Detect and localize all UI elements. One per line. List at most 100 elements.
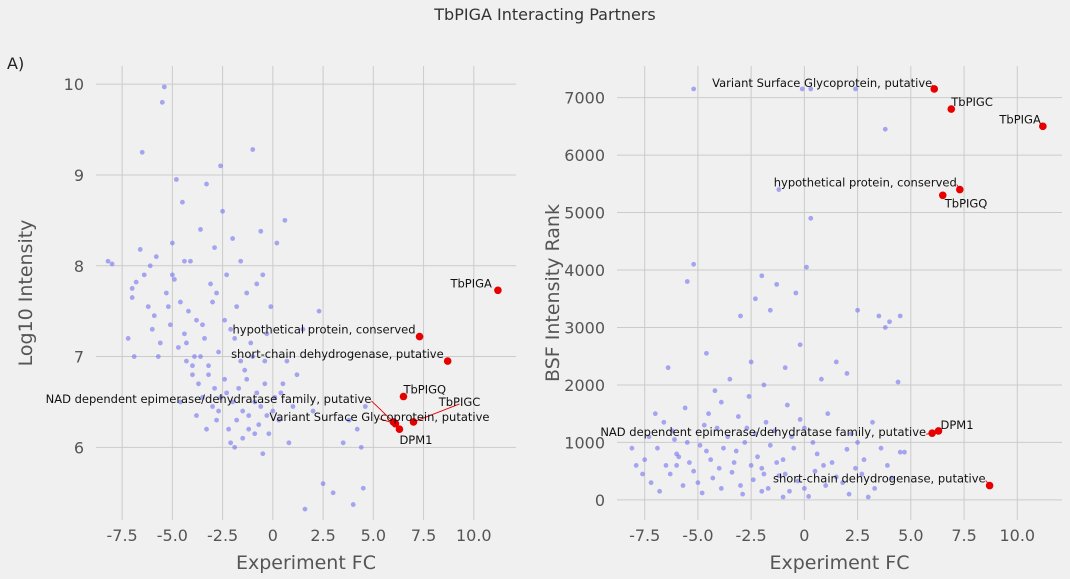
data-point xyxy=(895,379,901,385)
data-point xyxy=(182,258,187,264)
y-tick-label: 0 xyxy=(595,491,605,510)
data-point xyxy=(204,426,209,432)
data-point xyxy=(129,286,135,291)
data-point xyxy=(236,385,242,391)
point-annotation-label: short-chain dehydrogenase, putative xyxy=(773,472,986,486)
data-point xyxy=(797,417,803,422)
panel-label: A) xyxy=(7,54,24,73)
data-point xyxy=(196,381,201,387)
highlighted-point xyxy=(928,429,936,438)
data-point xyxy=(684,440,690,445)
data-point xyxy=(870,419,875,425)
data-point xyxy=(240,408,246,414)
data-point xyxy=(744,425,750,431)
data-point xyxy=(750,477,756,483)
data-point xyxy=(663,463,669,468)
y-tick-label: 7000 xyxy=(564,89,605,108)
data-point xyxy=(748,359,754,365)
data-point xyxy=(718,399,724,405)
data-point xyxy=(129,295,135,300)
y-tick-label: 6 xyxy=(74,438,84,457)
data-point xyxy=(819,376,824,382)
x-tick-label: -2.5 xyxy=(736,526,767,545)
data-point xyxy=(258,228,264,234)
data-point xyxy=(780,457,786,463)
data-point xyxy=(188,258,193,264)
data-point xyxy=(252,399,258,405)
data-point xyxy=(763,419,769,425)
data-point xyxy=(320,481,326,487)
data-point xyxy=(163,290,169,296)
highlighted-point xyxy=(494,286,502,295)
data-point xyxy=(218,395,223,400)
data-point xyxy=(354,426,360,432)
data-point xyxy=(240,435,246,441)
data-point xyxy=(748,463,754,468)
data-point xyxy=(672,437,677,442)
data-point xyxy=(280,381,286,387)
data-point xyxy=(701,422,707,428)
x-axis-label: Experiment FC xyxy=(236,552,376,574)
data-point xyxy=(729,469,735,475)
data-point xyxy=(145,304,151,310)
data-point xyxy=(141,272,147,278)
data-point xyxy=(175,345,181,350)
data-point xyxy=(276,417,282,423)
point-annotation-label: DPM1 xyxy=(941,418,974,432)
right-scatter-plot: -7.5 -5.0 -2.5 0 2.5 5.0 7.5 10.0 0 1000 2000 3000 4… xyxy=(542,66,1062,574)
point-annotation-label: Variant Surface Glycoprotein, putative xyxy=(269,410,489,424)
data-point xyxy=(727,376,733,382)
data-point xyxy=(300,326,306,332)
x-tick-label: 0 xyxy=(799,526,809,545)
figure-title: TbPIGA Interacting Partners xyxy=(433,5,655,24)
data-point xyxy=(198,227,203,232)
data-point xyxy=(704,448,709,454)
data-point xyxy=(256,422,262,428)
data-point xyxy=(220,208,226,214)
data-point xyxy=(725,434,731,440)
data-point xyxy=(833,474,839,480)
point-annotation-label: DPM1 xyxy=(399,433,432,447)
highlighted-point xyxy=(443,357,452,365)
y-axis-label: BSF Intensity Rank xyxy=(542,204,564,382)
x-tick-label: 5.0 xyxy=(898,526,923,545)
data-point xyxy=(882,325,888,330)
data-point xyxy=(889,475,895,481)
data-point xyxy=(246,426,252,432)
data-point xyxy=(752,431,758,437)
data-point xyxy=(718,485,724,491)
annotation-leader-line xyxy=(371,400,394,423)
data-point xyxy=(139,149,145,155)
data-point xyxy=(194,413,199,418)
data-point xyxy=(190,363,195,369)
data-point xyxy=(665,365,671,371)
x-tick-label: -7.5 xyxy=(629,526,660,545)
data-point xyxy=(169,272,175,278)
y-axis-label: Log10 Intensity xyxy=(15,220,37,367)
x-tick-label: -2.5 xyxy=(207,526,238,545)
data-point xyxy=(808,215,814,221)
data-point xyxy=(246,413,252,418)
data-point xyxy=(674,463,680,468)
data-point xyxy=(133,279,139,285)
point-annotation-label: TbPIGA xyxy=(998,112,1041,126)
data-point xyxy=(184,340,189,346)
data-point xyxy=(131,354,137,359)
x-tick-label: -5.0 xyxy=(682,526,713,545)
data-point xyxy=(652,411,658,417)
data-point xyxy=(897,449,903,455)
data-point xyxy=(797,342,803,348)
data-point xyxy=(633,463,639,468)
data-point xyxy=(735,414,741,419)
data-point xyxy=(782,365,788,371)
point-annotation-label: TbPIGC xyxy=(950,95,993,109)
point-annotation-label: short-chain dehydrogenase, putative xyxy=(231,347,444,361)
data-point xyxy=(198,354,203,359)
x-tick-label: 7.5 xyxy=(411,526,436,545)
data-point xyxy=(137,247,143,252)
data-point xyxy=(759,488,765,494)
data-point xyxy=(704,350,709,356)
data-point xyxy=(330,490,336,496)
highlighted-point xyxy=(938,191,947,200)
